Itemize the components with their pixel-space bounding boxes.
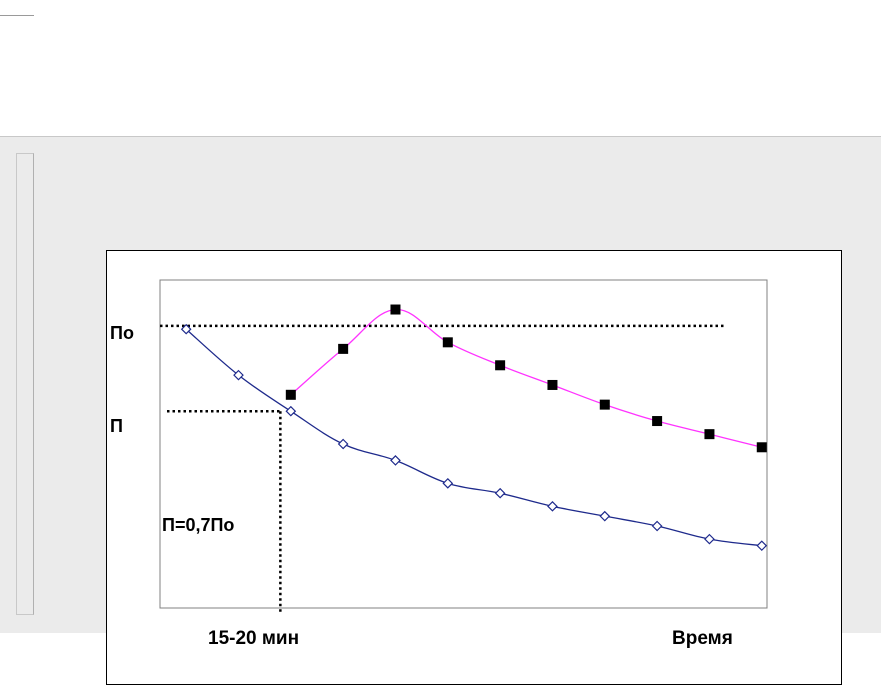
series-1-point-9 — [756, 442, 767, 453]
series-0-point-11 — [756, 540, 768, 552]
annotation-ratio: П=0,7По — [162, 515, 234, 535]
series-0-point-2 — [285, 405, 297, 417]
panel-scroll-strip — [16, 153, 34, 615]
series-0-point-9 — [651, 520, 663, 532]
corner-mark — [0, 0, 34, 16]
series-0-point-4 — [390, 455, 401, 466]
x-axis-label: Время — [672, 628, 733, 649]
series-0-point-10 — [704, 533, 715, 545]
series-1-point-6 — [599, 399, 610, 410]
series-1-point-3 — [442, 337, 453, 348]
series-0-point-8 — [599, 510, 611, 522]
y-marker-label-po: По — [110, 323, 134, 343]
series-0-point-7 — [547, 500, 558, 512]
series-0-point-5 — [442, 478, 454, 489]
plot-area — [159, 279, 768, 609]
series-0-point-6 — [494, 487, 506, 499]
series-0-point-1 — [233, 369, 244, 381]
series-1-point-7 — [652, 416, 663, 427]
series-1-point-5 — [547, 379, 558, 390]
series-0-point-3 — [337, 438, 349, 450]
y-marker-label-p: П — [110, 416, 123, 436]
series-1-line — [290, 308, 762, 448]
reference-lines — [160, 324, 724, 614]
series-layer — [180, 304, 768, 552]
series-0-point-0 — [180, 323, 192, 335]
series-1-point-1 — [338, 343, 349, 354]
series-1-point-4 — [495, 360, 506, 371]
series-1-point-0 — [285, 389, 296, 400]
series-1-point-2 — [390, 304, 401, 315]
x-marker-label: 15-20 мин — [208, 628, 299, 649]
series-1-point-8 — [704, 429, 715, 440]
